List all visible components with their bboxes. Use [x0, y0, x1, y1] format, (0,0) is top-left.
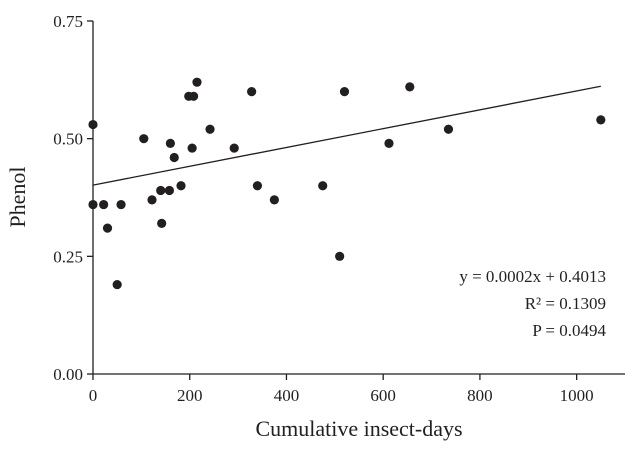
- data-point: [88, 199, 98, 210]
- data-point: [147, 195, 157, 205]
- p-value: P = 0.0494: [532, 321, 606, 340]
- data-point: [116, 199, 126, 210]
- x-tick-label: 800: [467, 386, 493, 405]
- data-point: [596, 115, 606, 125]
- x-tick-label: 400: [274, 386, 300, 405]
- regression-equation: y = 0.0002x + 0.4013: [459, 267, 606, 286]
- x-tick-label: 200: [177, 386, 203, 405]
- y-tick-label: 0.50: [53, 130, 83, 149]
- axes: [92, 21, 625, 375]
- data-point: [269, 195, 279, 205]
- data-point: [165, 138, 175, 148]
- y-ticks: 0.00 0.25 0.50 0.75: [53, 12, 93, 384]
- data-point: [139, 134, 149, 144]
- data-point: [169, 152, 179, 163]
- data-point: [187, 143, 197, 153]
- x-tick-label: 600: [370, 386, 396, 405]
- data-point: [88, 119, 98, 130]
- y-axis-label: Phenol: [5, 166, 30, 227]
- data-point: [443, 124, 454, 134]
- y-tick-label: 0.75: [53, 12, 83, 31]
- r-squared: R² = 0.1309: [525, 294, 606, 313]
- data-point: [205, 124, 215, 134]
- data-point: [247, 87, 257, 97]
- data-point: [102, 223, 113, 233]
- data-point: [335, 251, 345, 261]
- data-point: [339, 87, 350, 97]
- x-tick-label: 1000: [560, 386, 594, 405]
- trendline-group: [92, 85, 601, 186]
- data-point: [229, 143, 239, 153]
- data-point: [112, 279, 122, 290]
- data-point: [156, 185, 166, 196]
- data-point: [164, 185, 175, 196]
- data-point: [157, 218, 167, 228]
- y-tick-label: 0.25: [53, 247, 83, 266]
- data-point: [318, 181, 328, 191]
- y-tick-label: 0.00: [53, 365, 83, 384]
- data-point: [405, 82, 415, 92]
- data-point: [188, 91, 199, 101]
- data-point: [99, 199, 109, 210]
- data-point: [176, 181, 186, 191]
- x-axis-label: Cumulative insect-days: [255, 416, 462, 441]
- data-point: [192, 77, 202, 87]
- x-tick-label: 0: [89, 386, 98, 405]
- data-point: [252, 181, 263, 191]
- data-point: [384, 138, 394, 148]
- x-ticks: 0 200 400 600 800 1000: [89, 374, 594, 405]
- data-points: [88, 77, 606, 290]
- trendline: [92, 85, 601, 186]
- regression-stats: y = 0.0002x + 0.4013 R² = 0.1309 P = 0.0…: [459, 267, 606, 340]
